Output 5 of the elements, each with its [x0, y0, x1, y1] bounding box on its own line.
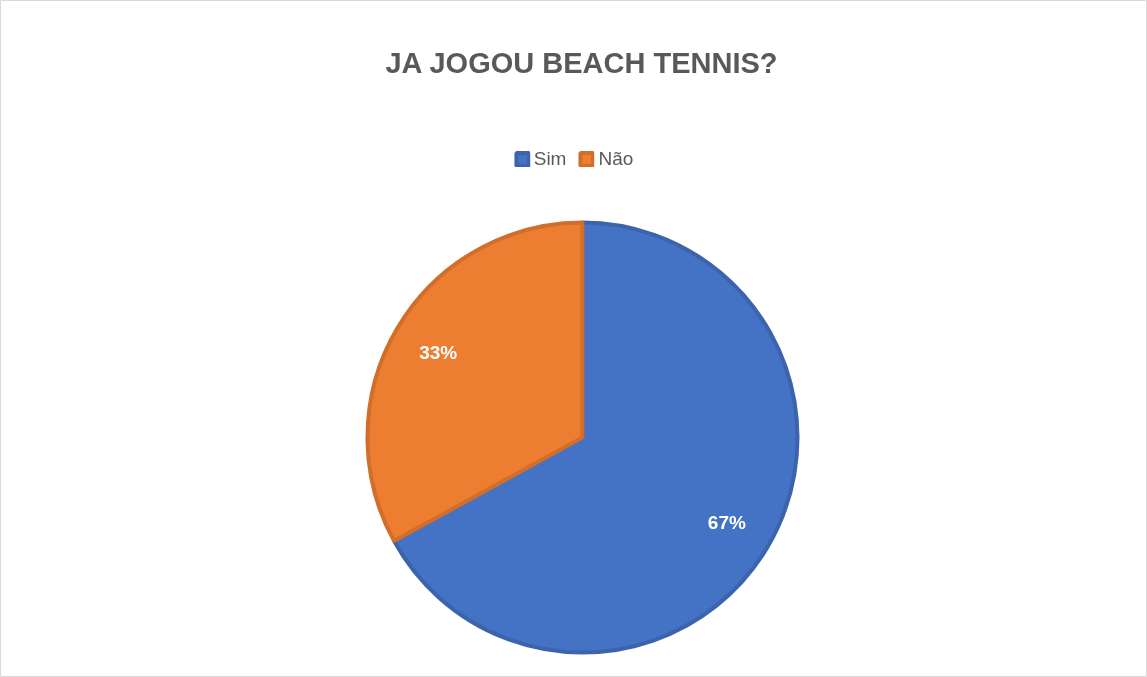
legend-label: Não: [598, 148, 634, 170]
data-label: 33%: [419, 341, 458, 363]
data-label: 67%: [707, 512, 746, 534]
chart-title: JA JOGOU BEACH TENNIS?: [385, 46, 778, 79]
legend-label: Sim: [533, 148, 567, 170]
